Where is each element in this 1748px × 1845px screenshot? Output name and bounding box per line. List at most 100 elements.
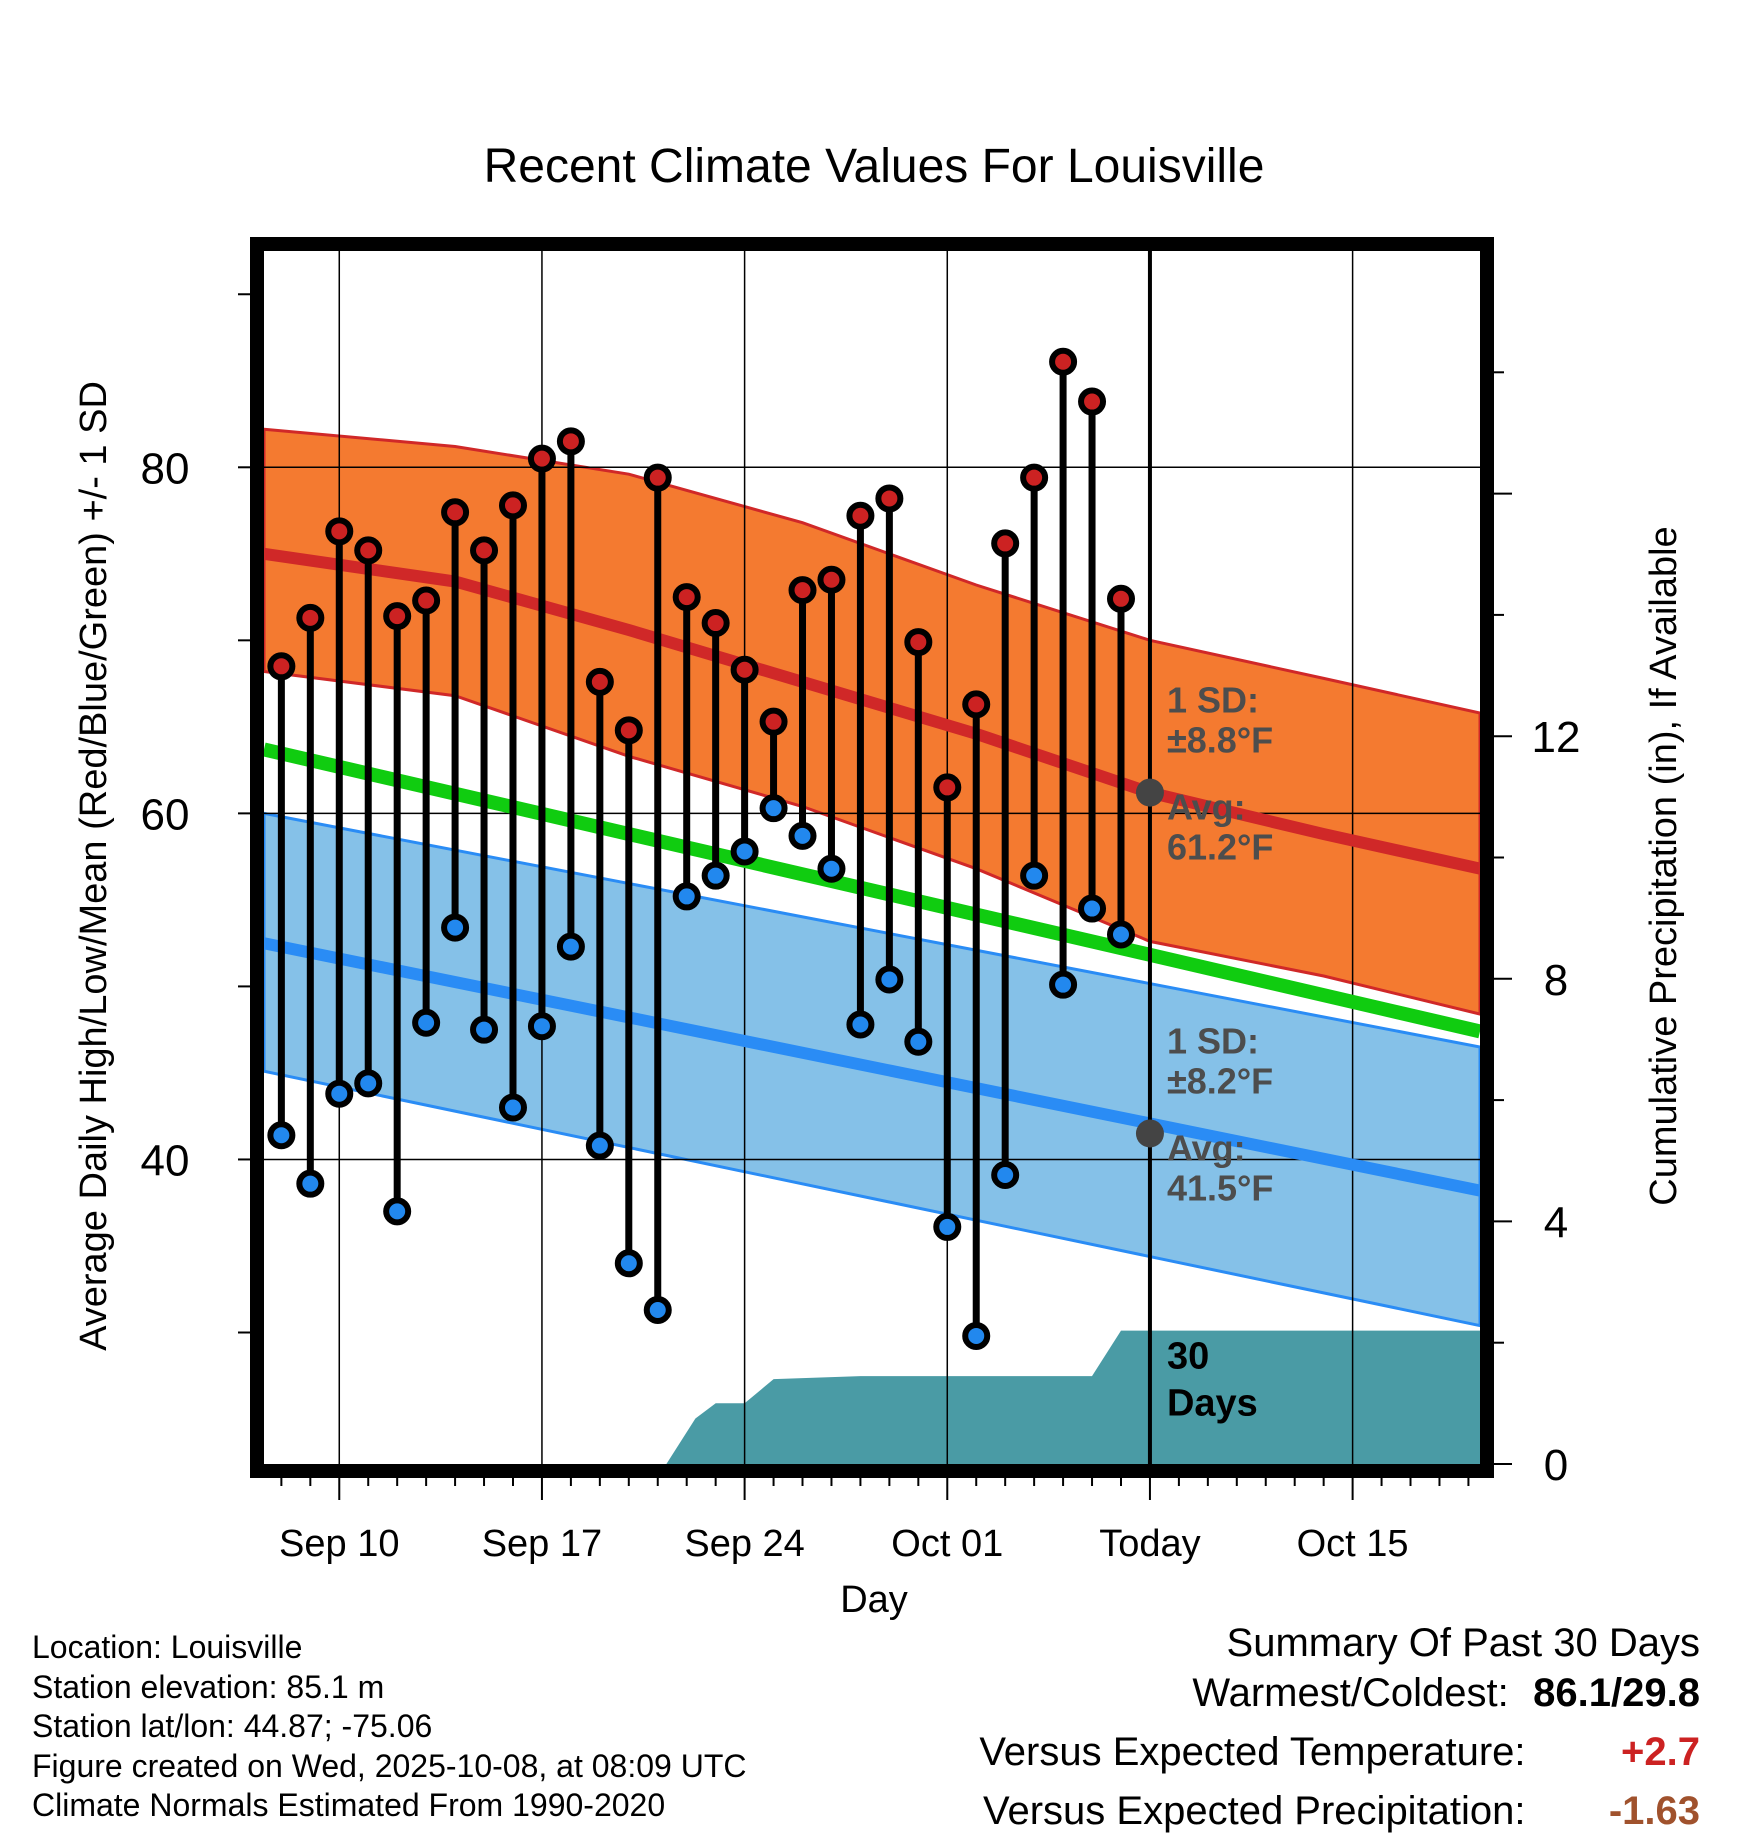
low-point — [991, 1161, 1020, 1190]
high-point — [1106, 584, 1135, 613]
right-axis-ticks: 0 4 8 12 — [1494, 371, 1581, 1490]
precip-days-label-number: 30 — [1167, 1336, 1209, 1378]
y-tick-label: 80 — [141, 444, 190, 493]
high-point — [527, 444, 556, 473]
low-point — [875, 965, 904, 994]
low-avg-value: 41.5°F — [1167, 1167, 1273, 1208]
y-tick-label: 40 — [141, 1136, 190, 1185]
high-point — [296, 603, 325, 632]
x-tick-label: Today — [1099, 1523, 1200, 1565]
low-mean-line — [264, 937, 1480, 1197]
summary-title: Summary Of Past 30 Days — [1226, 1621, 1700, 1665]
station-info: Location: Louisville Station elevation: … — [32, 1628, 746, 1826]
high-point — [817, 565, 846, 594]
precip-days-label-text: Days — [1167, 1383, 1258, 1425]
info-latlon: Station lat/lon: 44.87; -75.06 — [32, 1708, 433, 1744]
high-point — [325, 517, 354, 546]
high-point — [614, 716, 643, 745]
low-point — [441, 913, 470, 942]
low-point — [643, 1295, 672, 1324]
temp-vs-expected-label: Versus Expected Temperature: — [979, 1730, 1526, 1774]
high-point — [441, 498, 470, 527]
plot-frame — [250, 237, 1494, 1478]
high-point — [962, 690, 991, 719]
x-tick-label: Sep 17 — [482, 1523, 602, 1565]
high-point — [759, 707, 788, 736]
low-point — [325, 1079, 354, 1108]
precip-vs-expected-value: -1.63 — [1608, 1789, 1700, 1833]
low-point — [904, 1027, 933, 1056]
low-sd-value: ±8.2°F — [1167, 1060, 1273, 1101]
low-point — [383, 1197, 412, 1226]
high-point — [933, 773, 962, 802]
y-tick-label: 60 — [141, 790, 190, 839]
high-point — [875, 484, 904, 513]
high-point — [267, 652, 296, 681]
low-point — [730, 837, 759, 866]
low-point — [933, 1212, 962, 1241]
low-sd-label: 1 SD: — [1167, 1020, 1259, 1061]
low-point — [1106, 920, 1135, 949]
low-point — [759, 794, 788, 823]
x-tick-label: Sep 24 — [684, 1523, 804, 1565]
high-avg-marker — [1135, 778, 1164, 807]
high-point — [1020, 463, 1049, 492]
low-point — [556, 932, 585, 961]
precip-vs-expected-label: Versus Expected Precipitation: — [983, 1789, 1526, 1833]
info-created: Figure created on Wed, 2025-10-08, at 08… — [32, 1747, 747, 1784]
low-point — [412, 1008, 441, 1037]
y2-tick-label: 4 — [1544, 1198, 1568, 1247]
high-point — [730, 655, 759, 684]
low-point — [527, 1012, 556, 1041]
low-point — [817, 854, 846, 883]
low-point — [1020, 861, 1049, 890]
temp-vs-expected-value: +2.7 — [1621, 1730, 1700, 1774]
x-axis-label: Day — [840, 1579, 908, 1621]
low-point — [672, 882, 701, 911]
high-point — [585, 667, 614, 696]
y2-tick-label: 12 — [1532, 713, 1581, 762]
low-point — [267, 1121, 296, 1150]
high-point — [470, 536, 499, 565]
info-elevation: Station elevation: 85.1 m — [32, 1668, 385, 1705]
low-point — [701, 861, 730, 890]
info-location: Location: Louisville — [32, 1629, 303, 1665]
high-point — [556, 427, 585, 456]
daily-mean-line — [264, 742, 1480, 1039]
high-avg-value: 61.2°F — [1167, 827, 1273, 868]
high-point — [1078, 387, 1107, 416]
high-point — [701, 609, 730, 638]
summary-panel: Summary Of Past 30 Days Warmest/Coldest:… — [979, 1618, 1700, 1845]
low-point — [1078, 894, 1107, 923]
low-avg-label: Avg: — [1167, 1127, 1246, 1168]
y2-tick-label: 0 — [1544, 1441, 1568, 1490]
warm-cold-label: Warmest/Coldest: — [1192, 1671, 1509, 1715]
climate-chart: Recent Climate Values For Louisville 1 S… — [73, 140, 1685, 1621]
high-sd-value: ±8.8°F — [1167, 720, 1273, 761]
high-point — [1049, 347, 1078, 376]
daily-markers — [267, 347, 1135, 1350]
info-normals: Climate Normals Estimated From 1990-2020 — [32, 1787, 666, 1823]
low-point — [296, 1169, 325, 1198]
left-axis-ticks: 40 60 80 — [141, 293, 250, 1334]
high-point — [846, 501, 875, 530]
low-point — [614, 1249, 643, 1278]
high-point — [672, 583, 701, 612]
low-point — [1049, 970, 1078, 999]
y2-tick-label: 8 — [1544, 956, 1568, 1005]
low-avg-marker — [1135, 1119, 1164, 1148]
low-point — [498, 1093, 527, 1122]
low-point — [962, 1321, 991, 1350]
low-point — [470, 1015, 499, 1044]
low-point — [585, 1131, 614, 1160]
high-point — [643, 463, 672, 492]
x-tick-label: Sep 10 — [279, 1523, 399, 1565]
chart-title: Recent Climate Values For Louisville — [484, 140, 1265, 193]
high-point — [354, 536, 383, 565]
daily-range-sticks — [277, 361, 1125, 1336]
high-point — [904, 628, 933, 657]
x-tick-label: Oct 15 — [1297, 1523, 1409, 1565]
high-point — [383, 602, 412, 631]
x-tick-label: Oct 01 — [891, 1523, 1003, 1565]
warm-cold-value: 86.1/29.8 — [1533, 1671, 1700, 1715]
